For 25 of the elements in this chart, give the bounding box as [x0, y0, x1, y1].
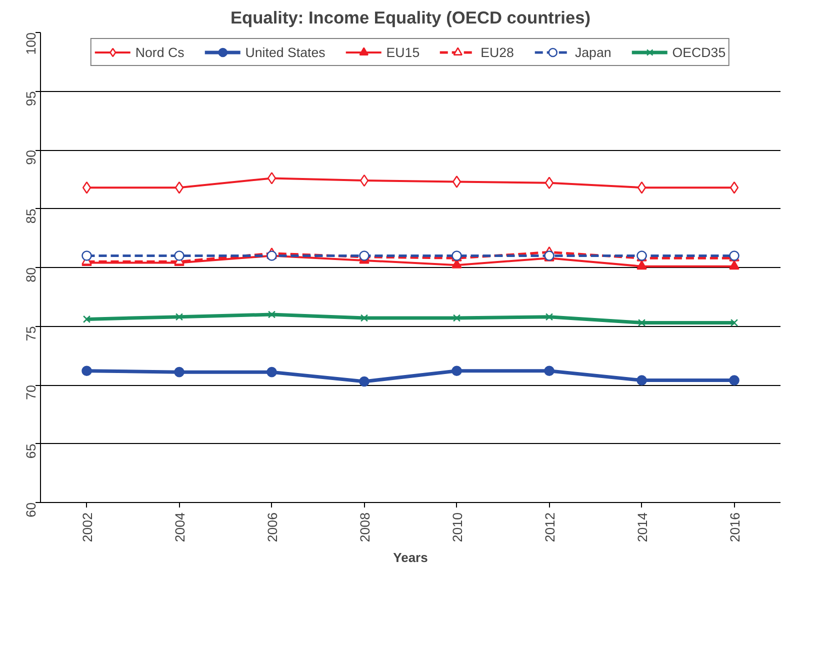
x-tick-label: 2014 — [634, 512, 650, 542]
legend-label: EU28 — [480, 44, 514, 60]
y-tick-label: 80 — [24, 267, 38, 282]
legend-label: Nord Cs — [135, 44, 184, 60]
x-tick-label: 2012 — [542, 512, 558, 542]
x-axis-title: Years — [393, 550, 428, 566]
x-tick-label: 2016 — [727, 512, 742, 542]
legend-label: Japan — [574, 44, 612, 60]
y-tick-label: 100 — [24, 32, 38, 55]
x-tick-label: 2010 — [450, 512, 465, 542]
y-tick-label: 60 — [24, 502, 38, 518]
legend-label: OECD35 — [672, 44, 726, 60]
y-tick-label: 90 — [24, 150, 38, 165]
y-tick-label: 95 — [24, 91, 38, 106]
y-tick-label: 65 — [24, 444, 38, 459]
legend-label: United States — [245, 44, 326, 60]
legend-label: EU15 — [386, 44, 420, 60]
chart-title: Equality: Income Equality (OECD countries) — [230, 8, 591, 28]
x-tick-label: 2002 — [80, 512, 95, 542]
x-tick-label: 2006 — [264, 512, 280, 542]
x-tick-label: 2004 — [172, 512, 188, 542]
y-tick-label: 75 — [24, 326, 38, 342]
x-tick-label: 2008 — [357, 512, 372, 542]
y-tick-label: 70 — [24, 384, 38, 400]
y-tick-label: 85 — [24, 208, 38, 224]
